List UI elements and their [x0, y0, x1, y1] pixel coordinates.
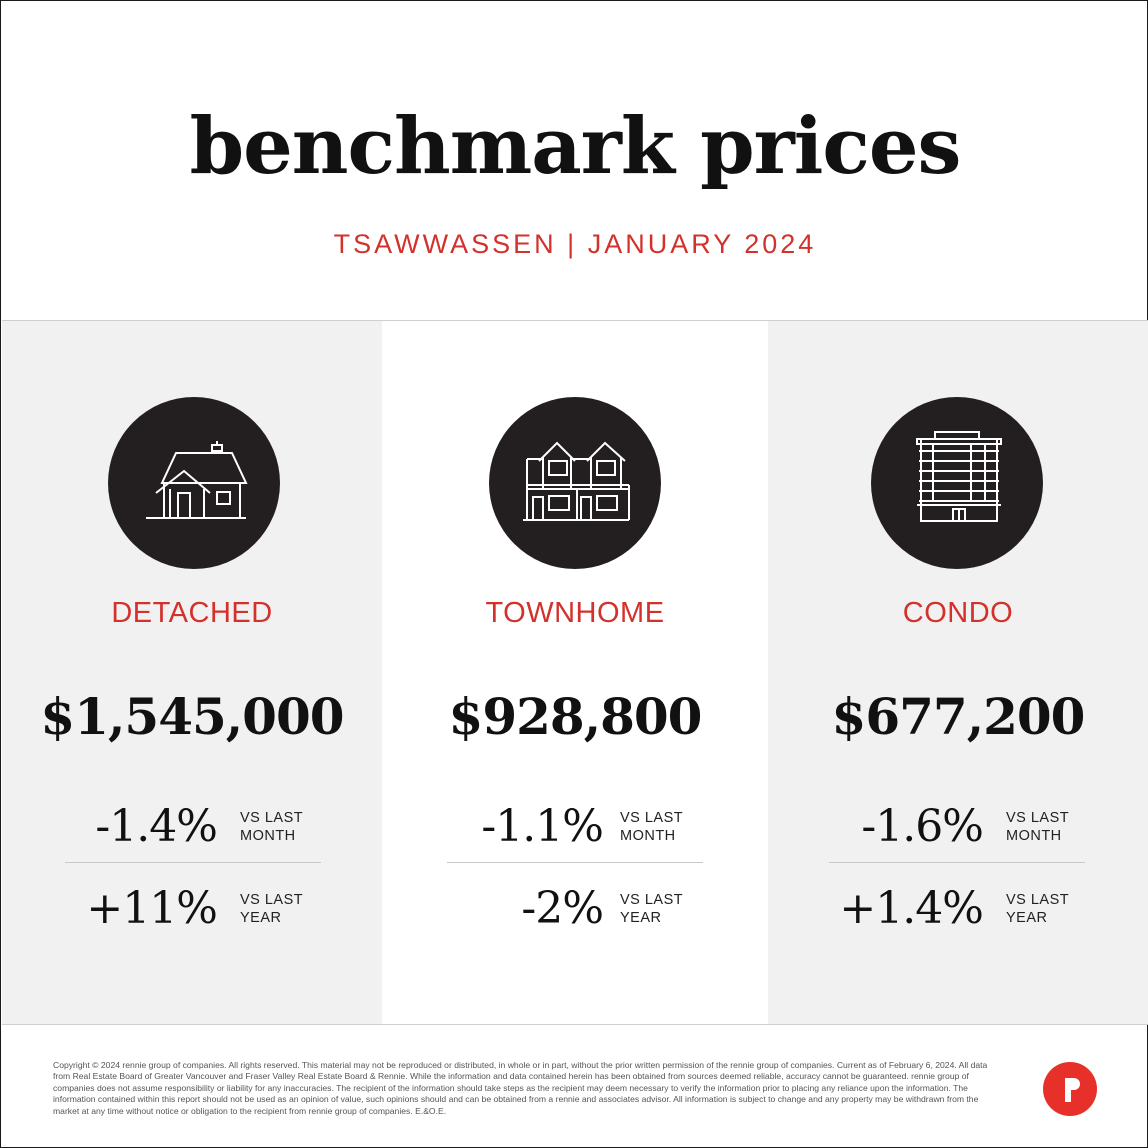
month-change-label: VS LAST MONTH — [240, 810, 304, 844]
panel-condo: CONDO $677,200 -1.6% VS LAST MONTH +1.4% … — [768, 321, 1148, 1024]
year-change: -2% VS LAST YEAR — [382, 883, 768, 934]
month-change-value: -1.1% — [481, 801, 604, 852]
benchmark-price: $677,200 — [831, 687, 1086, 746]
condo-building-icon — [871, 397, 1043, 569]
month-change: -1.4% VS LAST MONTH — [2, 801, 382, 852]
year-change-value: +11% — [86, 883, 218, 934]
panel-townhome: TOWNHOME $928,800 -1.1% VS LAST MONTH -2%… — [382, 321, 768, 1024]
stat-divider — [65, 862, 321, 863]
month-change-value: -1.4% — [95, 801, 218, 852]
townhome-icon — [489, 397, 661, 569]
year-change-value: +1.4% — [839, 883, 984, 934]
stat-divider — [447, 862, 703, 863]
property-type-label: TOWNHOME — [485, 597, 665, 629]
year-change: +11% VS LAST YEAR — [2, 883, 382, 934]
year-change-value: -2% — [521, 883, 604, 934]
benchmark-price: $1,545,000 — [40, 687, 344, 746]
property-panels: DETACHED $1,545,000 -1.4% VS LAST MONTH +… — [2, 320, 1148, 1025]
rennie-logo-icon — [1043, 1062, 1097, 1116]
year-change-label: VS LAST YEAR — [620, 892, 684, 926]
month-change-value: -1.6% — [861, 801, 984, 852]
year-change: +1.4% VS LAST YEAR — [768, 883, 1148, 934]
stat-divider — [829, 862, 1085, 863]
property-type-label: CONDO — [902, 597, 1014, 629]
page-title: benchmark prices — [189, 101, 962, 192]
month-change-label: VS LAST MONTH — [620, 810, 684, 844]
benchmark-price: $928,800 — [448, 687, 703, 746]
month-change-label: VS LAST MONTH — [1006, 810, 1070, 844]
property-type-label: DETACHED — [111, 597, 273, 629]
year-change-label: VS LAST YEAR — [1006, 892, 1070, 926]
detached-house-icon — [108, 397, 280, 569]
month-change: -1.1% VS LAST MONTH — [382, 801, 768, 852]
year-change-label: VS LAST YEAR — [240, 892, 304, 926]
panel-detached: DETACHED $1,545,000 -1.4% VS LAST MONTH +… — [2, 321, 382, 1024]
page-subtitle: TSAWWASSEN | JANUARY 2024 — [333, 229, 817, 259]
copyright-notice: Copyright © 2024 rennie group of compani… — [53, 1060, 988, 1116]
month-change: -1.6% VS LAST MONTH — [768, 801, 1148, 852]
